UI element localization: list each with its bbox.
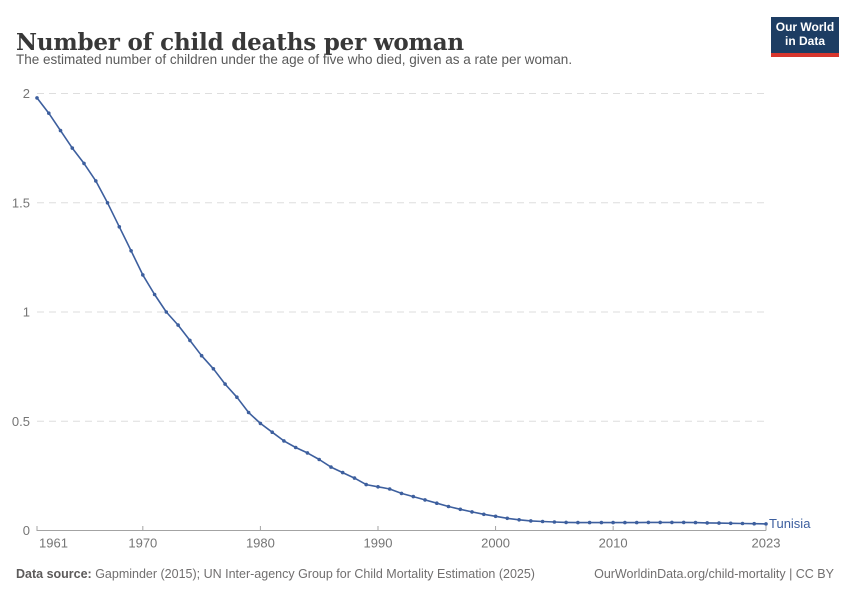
series-line-tunisia[interactable] — [36, 97, 767, 525]
x-axis-tick-label: 1970 — [128, 536, 157, 551]
data-point[interactable] — [376, 485, 380, 489]
owid-logo[interactable]: Our World in Data — [771, 17, 839, 57]
data-point[interactable] — [70, 146, 75, 150]
data-point[interactable] — [399, 491, 404, 496]
data-point[interactable] — [176, 323, 180, 327]
data-point[interactable] — [482, 512, 486, 517]
page-title: Number of child deaths per woman — [16, 29, 464, 57]
data-point[interactable] — [35, 96, 39, 100]
data-point[interactable] — [646, 520, 651, 525]
data-point[interactable] — [505, 516, 510, 521]
data-point[interactable] — [270, 430, 275, 435]
data-point[interactable] — [458, 507, 463, 512]
data-point[interactable] — [94, 179, 98, 183]
data-point[interactable] — [117, 225, 122, 229]
data-source-text: Gapminder (2015); UN Inter-agency Group … — [91, 567, 535, 581]
data-point[interactable] — [564, 520, 568, 525]
data-point[interactable] — [293, 445, 298, 450]
data-point[interactable] — [670, 520, 674, 525]
data-point[interactable] — [58, 128, 63, 133]
data-point[interactable] — [305, 451, 310, 455]
data-point[interactable] — [129, 249, 133, 253]
data-point[interactable] — [340, 470, 345, 475]
data-point[interactable] — [576, 520, 580, 525]
data-point[interactable] — [493, 514, 498, 519]
data-point[interactable] — [693, 520, 698, 525]
data-point[interactable] — [658, 520, 662, 525]
y-axis-tick-label: 1.5 — [12, 195, 30, 210]
x-axis-tick-label: 1980 — [246, 536, 275, 551]
y-axis-tick-label: 1 — [23, 305, 30, 320]
data-point[interactable] — [529, 519, 533, 523]
data-point[interactable] — [740, 521, 745, 526]
data-point[interactable] — [199, 353, 204, 358]
data-point[interactable] — [141, 273, 145, 277]
data-point[interactable] — [517, 518, 521, 522]
data-point[interactable] — [223, 382, 227, 386]
data-point[interactable] — [435, 501, 439, 506]
data-point[interactable] — [728, 521, 733, 526]
data-point[interactable] — [599, 520, 604, 525]
data-point[interactable] — [705, 521, 709, 525]
chart-subtitle: The estimated number of children under t… — [16, 52, 573, 67]
x-axis-tick-label: 2023 — [752, 536, 781, 551]
data-point[interactable] — [764, 522, 768, 526]
data-point[interactable] — [623, 520, 627, 525]
data-point[interactable] — [105, 201, 110, 205]
data-point[interactable] — [446, 504, 451, 509]
x-axis-tick-label: 2010 — [599, 536, 628, 551]
series-label-tunisia[interactable]: Tunisia — [769, 516, 811, 531]
data-point[interactable] — [82, 161, 86, 166]
x-axis-tick-label: 1990 — [364, 536, 393, 551]
data-point[interactable] — [611, 520, 615, 525]
data-point[interactable] — [235, 395, 239, 400]
data-source-label: Data source: — [16, 567, 92, 581]
y-axis-tick-label: 0.5 — [12, 414, 30, 429]
owid-logo-line2: in Data — [784, 33, 825, 48]
data-point[interactable] — [188, 338, 192, 343]
data-point[interactable] — [47, 111, 51, 115]
data-point[interactable] — [246, 410, 251, 415]
data-point[interactable] — [587, 520, 592, 525]
data-point[interactable] — [552, 520, 557, 524]
data-point[interactable] — [681, 520, 686, 525]
data-point[interactable] — [423, 498, 427, 502]
data-point[interactable] — [152, 292, 157, 297]
data-point[interactable] — [387, 487, 392, 491]
data-point[interactable] — [634, 520, 639, 525]
x-axis-line — [36, 526, 766, 531]
data-point[interactable] — [329, 465, 333, 469]
data-point[interactable] — [317, 457, 322, 462]
data-point[interactable] — [540, 519, 545, 524]
data-point[interactable] — [258, 421, 263, 426]
data-point[interactable] — [211, 367, 216, 371]
data-point[interactable] — [717, 521, 721, 525]
data-point[interactable] — [282, 439, 286, 443]
data-point[interactable] — [164, 310, 169, 314]
data-point[interactable] — [352, 476, 357, 480]
data-point[interactable] — [752, 521, 756, 526]
y-axis-tick-label: 2 — [23, 86, 30, 101]
data-source-note: Data source: Gapminder (2015); UN Inter-… — [16, 567, 535, 581]
owid-logo-line1: Our World — [775, 20, 835, 34]
x-axis-tick-label: 2000 — [481, 536, 510, 551]
x-axis-tick-label: 1961 — [39, 536, 68, 551]
chart-footer: Data source: Gapminder (2015); UN Inter-… — [16, 567, 834, 581]
data-point[interactable] — [470, 510, 474, 514]
data-point[interactable] — [411, 494, 416, 499]
data-point[interactable] — [364, 482, 369, 487]
owid-link-license[interactable]: OurWorldinData.org/child-mortality | CC … — [594, 567, 834, 581]
y-axis-tick-label: 0 — [23, 523, 30, 538]
